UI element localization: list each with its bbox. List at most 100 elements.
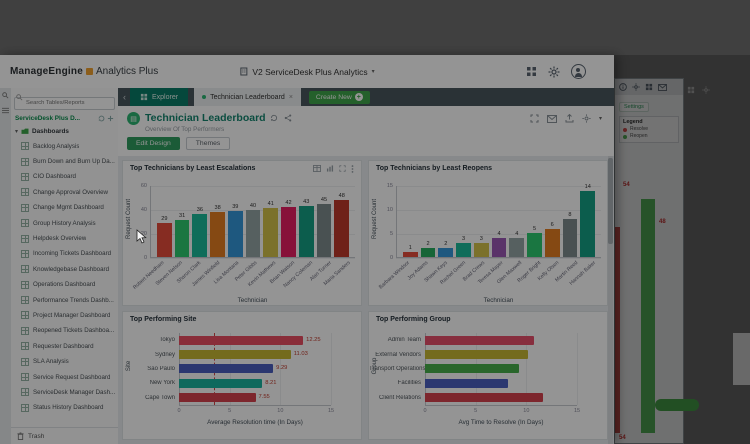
- bar[interactable]: 5: [527, 226, 542, 257]
- bar[interactable]: 38: [210, 205, 225, 257]
- sidebar-item[interactable]: Knowledgebase Dashboard: [11, 262, 118, 277]
- mail-icon[interactable]: [546, 114, 557, 123]
- bar[interactable]: [179, 378, 263, 388]
- sidebar-item[interactable]: Incoming Tickets Dashboard: [11, 246, 118, 261]
- x-axis-title: Average Resolution time (In Days): [207, 419, 303, 426]
- dashboards-group-header[interactable]: ▾ Dashboards: [11, 125, 118, 138]
- sidebar-item[interactable]: Group History Analysis: [11, 215, 118, 230]
- sidebar-item[interactable]: Change Approval Overview: [11, 185, 118, 200]
- bar[interactable]: [425, 378, 509, 388]
- vertical-scrollbar[interactable]: [608, 156, 613, 444]
- table-view-icon[interactable]: [313, 164, 321, 173]
- tab-technician-leaderboard[interactable]: Technician Leaderboard ×: [194, 88, 301, 106]
- bar[interactable]: 2: [420, 241, 436, 257]
- sidebar-item[interactable]: Backlog Analysis: [11, 139, 118, 154]
- sidebar-trash[interactable]: Trash: [11, 427, 118, 444]
- category-label: Transport Operations: [369, 365, 425, 372]
- bar[interactable]: 8: [562, 212, 578, 257]
- bar[interactable]: [425, 350, 529, 360]
- sync-icon[interactable]: [98, 115, 105, 122]
- bar[interactable]: 42: [281, 200, 296, 257]
- sidebar-item[interactable]: Service Request Dashboard: [11, 369, 118, 384]
- bar[interactable]: 4: [491, 231, 507, 257]
- bar[interactable]: 3: [473, 236, 489, 257]
- sidebar-item[interactable]: Status History Dashboard: [11, 400, 118, 415]
- create-new-button[interactable]: Create New +: [308, 90, 370, 104]
- sidebar-item[interactable]: Burn Down and Burn Up Da...: [11, 154, 118, 169]
- view-toolbar-icons: ▾: [530, 113, 602, 123]
- refresh-icon[interactable]: [270, 114, 278, 122]
- apps-icon[interactable]: [526, 66, 537, 77]
- sidebar-item[interactable]: Project Manager Dashboard: [11, 308, 118, 323]
- mail-icon[interactable]: [658, 83, 667, 91]
- settings-gear-icon[interactable]: [582, 114, 591, 123]
- bar[interactable]: [425, 393, 543, 403]
- bar[interactable]: 45: [316, 197, 332, 257]
- grid-icon[interactable]: [687, 86, 695, 94]
- bar[interactable]: 2: [438, 241, 454, 257]
- export-icon[interactable]: [565, 113, 574, 123]
- bar[interactable]: [179, 393, 256, 403]
- sidebar-item[interactable]: Reopened Tickets Dashboa...: [11, 323, 118, 338]
- sidebar-item[interactable]: Requester Dashboard: [11, 339, 118, 354]
- bar[interactable]: 29: [157, 216, 172, 257]
- bar[interactable]: 40: [245, 203, 261, 257]
- sidebar-item[interactable]: Change Mgmt Dashboard: [11, 200, 118, 215]
- bar[interactable]: 41: [263, 201, 279, 257]
- sidebar-item[interactable]: ServiceDesk Manager Dash...: [11, 385, 118, 400]
- bar[interactable]: 1: [403, 245, 418, 257]
- workspace-row[interactable]: ServiceDesk Plus D...: [11, 112, 118, 125]
- sidebar-item[interactable]: CIO Dashboard: [11, 169, 118, 184]
- bar[interactable]: 14: [580, 184, 596, 257]
- bar[interactable]: [615, 227, 620, 433]
- tab-bar: ‹ Explorer Technician Leaderboard × Crea…: [118, 88, 614, 106]
- fullscreen-icon[interactable]: [530, 114, 539, 123]
- bar[interactable]: 31: [174, 213, 190, 257]
- bar[interactable]: [179, 364, 274, 374]
- panel-header: Top Technicians by Least Reopens: [369, 161, 607, 176]
- search-input[interactable]: [14, 96, 115, 110]
- bar[interactable]: 48: [334, 193, 350, 257]
- sidebar-item[interactable]: Performance Trends Dashb...: [11, 292, 118, 307]
- bar[interactable]: 3: [456, 236, 471, 257]
- bar[interactable]: [425, 364, 520, 374]
- chevron-down-icon[interactable]: ▾: [598, 116, 602, 122]
- bar[interactable]: 43: [298, 199, 314, 257]
- sidebar-item-label: Status History Dashboard: [33, 404, 104, 412]
- close-tab-icon[interactable]: ×: [288, 93, 293, 101]
- chart-type-icon[interactable]: [326, 164, 334, 173]
- fullscreen-icon[interactable]: [339, 164, 346, 173]
- sidebar-item[interactable]: SLA Analysis: [11, 354, 118, 369]
- edit-design-button[interactable]: Edit Design: [127, 137, 180, 150]
- settings-gear-icon[interactable]: [548, 66, 560, 78]
- themes-button[interactable]: Themes: [185, 137, 231, 150]
- settings-gear-icon[interactable]: [632, 83, 640, 91]
- menu-icon[interactable]: [2, 107, 9, 114]
- bar[interactable]: [425, 335, 535, 345]
- bar[interactable]: 39: [227, 204, 243, 257]
- explorer-button[interactable]: Explorer: [130, 88, 189, 106]
- chevron-left-icon[interactable]: ‹: [123, 91, 126, 102]
- category-label: Tokyo: [159, 337, 175, 344]
- bar[interactable]: [179, 350, 291, 360]
- sidebar-item[interactable]: Helpdesk Overview: [11, 231, 118, 246]
- share-icon[interactable]: [284, 114, 292, 122]
- bar[interactable]: [179, 335, 304, 345]
- more-icon[interactable]: [351, 164, 354, 173]
- bar-slot: 5: [527, 186, 542, 257]
- settings-gear-icon[interactable]: [702, 86, 710, 94]
- bar[interactable]: 6: [544, 222, 560, 257]
- user-avatar[interactable]: [571, 64, 586, 79]
- search-icon[interactable]: [2, 92, 9, 99]
- grid-icon[interactable]: [645, 83, 653, 91]
- bar[interactable]: [641, 199, 655, 433]
- plus-icon[interactable]: [107, 115, 114, 122]
- scrollbar-thumb[interactable]: [608, 158, 613, 244]
- bar[interactable]: 4: [509, 231, 525, 257]
- info-icon[interactable]: [619, 83, 627, 91]
- bar[interactable]: 36: [192, 207, 208, 257]
- settings-chip[interactable]: Settings: [619, 102, 649, 112]
- sidebar-list: Backlog Analysis Burn Down and Burn Up Da…: [11, 138, 118, 428]
- sidebar-item[interactable]: Operations Dashboard: [11, 277, 118, 292]
- workspace-selector[interactable]: V2 ServiceDesk Plus Analytics ▾: [239, 55, 375, 88]
